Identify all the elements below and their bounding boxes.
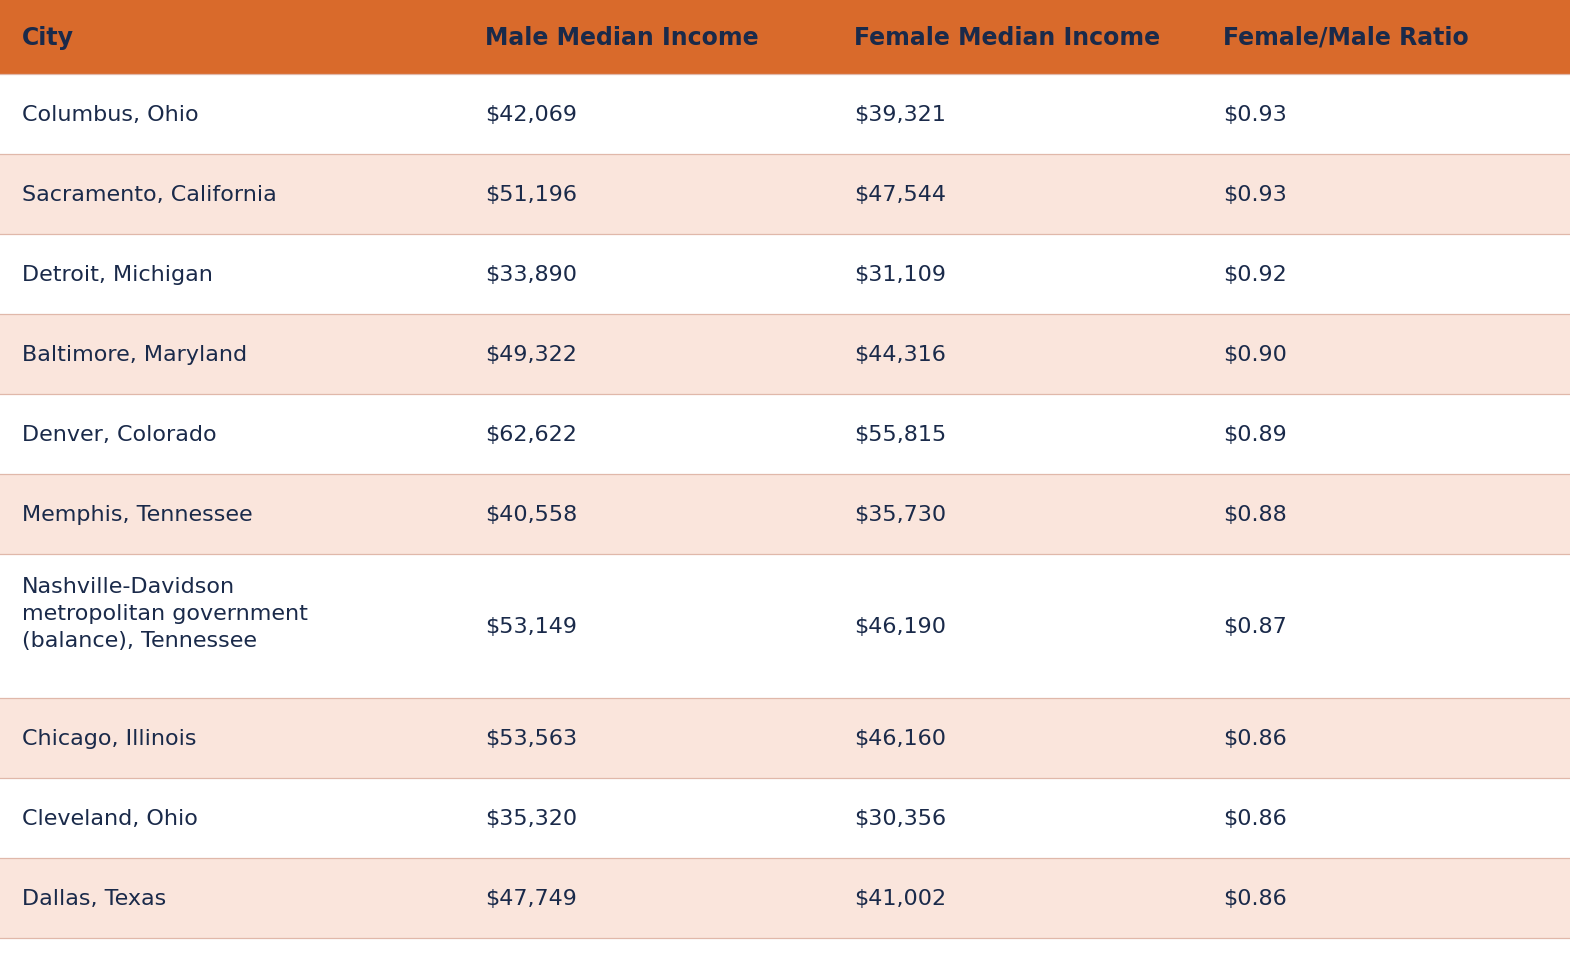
Text: Cleveland, Ohio: Cleveland, Ohio	[22, 808, 198, 828]
Bar	[1201, 315, 1570, 394]
Text: $0.90: $0.90	[1223, 345, 1287, 364]
Bar	[832, 859, 1201, 938]
Text: $53,563: $53,563	[485, 729, 578, 748]
Bar	[832, 155, 1201, 234]
Bar	[832, 234, 1201, 315]
Bar	[832, 394, 1201, 475]
Bar	[832, 315, 1201, 394]
Text: $0.87: $0.87	[1223, 616, 1287, 637]
Text: $49,322: $49,322	[485, 345, 578, 364]
Text: Columbus, Ohio: Columbus, Ohio	[22, 105, 198, 125]
Text: Denver, Colorado: Denver, Colorado	[22, 424, 217, 445]
Bar	[0, 554, 463, 699]
Text: $0.89: $0.89	[1223, 424, 1287, 445]
Bar	[463, 315, 832, 394]
Bar	[463, 475, 832, 554]
Text: $33,890: $33,890	[485, 265, 578, 285]
Bar	[832, 0, 1201, 75]
Bar	[0, 315, 463, 394]
Bar	[463, 234, 832, 315]
Bar	[463, 554, 832, 699]
Bar	[463, 75, 832, 155]
Text: $31,109: $31,109	[854, 265, 947, 285]
Text: $44,316: $44,316	[854, 345, 947, 364]
Bar	[463, 859, 832, 938]
Bar	[832, 554, 1201, 699]
Text: City: City	[22, 25, 74, 49]
Text: $47,749: $47,749	[485, 888, 578, 908]
Text: Nashville-Davidson
metropolitan government
(balance), Tennessee: Nashville-Davidson metropolitan governme…	[22, 577, 308, 651]
Text: $62,622: $62,622	[485, 424, 578, 445]
Bar	[832, 75, 1201, 155]
Bar	[1201, 699, 1570, 778]
Text: $46,190: $46,190	[854, 616, 947, 637]
Bar	[0, 475, 463, 554]
Bar	[1201, 475, 1570, 554]
Text: Female Median Income: Female Median Income	[854, 25, 1160, 49]
Bar	[0, 234, 463, 315]
Bar	[832, 699, 1201, 778]
Text: $46,160: $46,160	[854, 729, 947, 748]
Text: $51,196: $51,196	[485, 185, 578, 204]
Bar	[1201, 0, 1570, 75]
Text: $53,149: $53,149	[485, 616, 578, 637]
Bar	[463, 394, 832, 475]
Bar	[0, 394, 463, 475]
Text: $42,069: $42,069	[485, 105, 578, 125]
Text: $0.86: $0.86	[1223, 729, 1287, 748]
Bar	[0, 859, 463, 938]
Text: Female/Male Ratio: Female/Male Ratio	[1223, 25, 1470, 49]
Text: Dallas, Texas: Dallas, Texas	[22, 888, 166, 908]
Bar	[832, 778, 1201, 859]
Text: $0.88: $0.88	[1223, 505, 1287, 524]
Text: Chicago, Illinois: Chicago, Illinois	[22, 729, 196, 748]
Text: $35,320: $35,320	[485, 808, 578, 828]
Text: $0.92: $0.92	[1223, 265, 1287, 285]
Bar	[1201, 234, 1570, 315]
Text: $47,544: $47,544	[854, 185, 947, 204]
Bar	[463, 0, 832, 75]
Text: Male Median Income: Male Median Income	[485, 25, 758, 49]
Bar	[1201, 155, 1570, 234]
Text: $35,730: $35,730	[854, 505, 947, 524]
Bar	[463, 155, 832, 234]
Text: $0.93: $0.93	[1223, 105, 1287, 125]
Text: $0.93: $0.93	[1223, 185, 1287, 204]
Bar	[0, 155, 463, 234]
Bar	[463, 778, 832, 859]
Bar	[0, 75, 463, 155]
Bar	[1201, 778, 1570, 859]
Bar	[1201, 75, 1570, 155]
Bar	[0, 699, 463, 778]
Text: $0.86: $0.86	[1223, 808, 1287, 828]
Text: $39,321: $39,321	[854, 105, 947, 125]
Text: Memphis, Tennessee: Memphis, Tennessee	[22, 505, 253, 524]
Text: $0.86: $0.86	[1223, 888, 1287, 908]
Text: Detroit, Michigan: Detroit, Michigan	[22, 265, 214, 285]
Text: Sacramento, California: Sacramento, California	[22, 185, 276, 204]
Bar	[1201, 394, 1570, 475]
Bar	[1201, 554, 1570, 699]
Bar	[0, 0, 463, 75]
Bar	[1201, 859, 1570, 938]
Text: $40,558: $40,558	[485, 505, 578, 524]
Bar	[832, 475, 1201, 554]
Text: $30,356: $30,356	[854, 808, 947, 828]
Bar	[0, 778, 463, 859]
Bar	[463, 699, 832, 778]
Text: Baltimore, Maryland: Baltimore, Maryland	[22, 345, 246, 364]
Text: $55,815: $55,815	[854, 424, 947, 445]
Text: $41,002: $41,002	[854, 888, 947, 908]
